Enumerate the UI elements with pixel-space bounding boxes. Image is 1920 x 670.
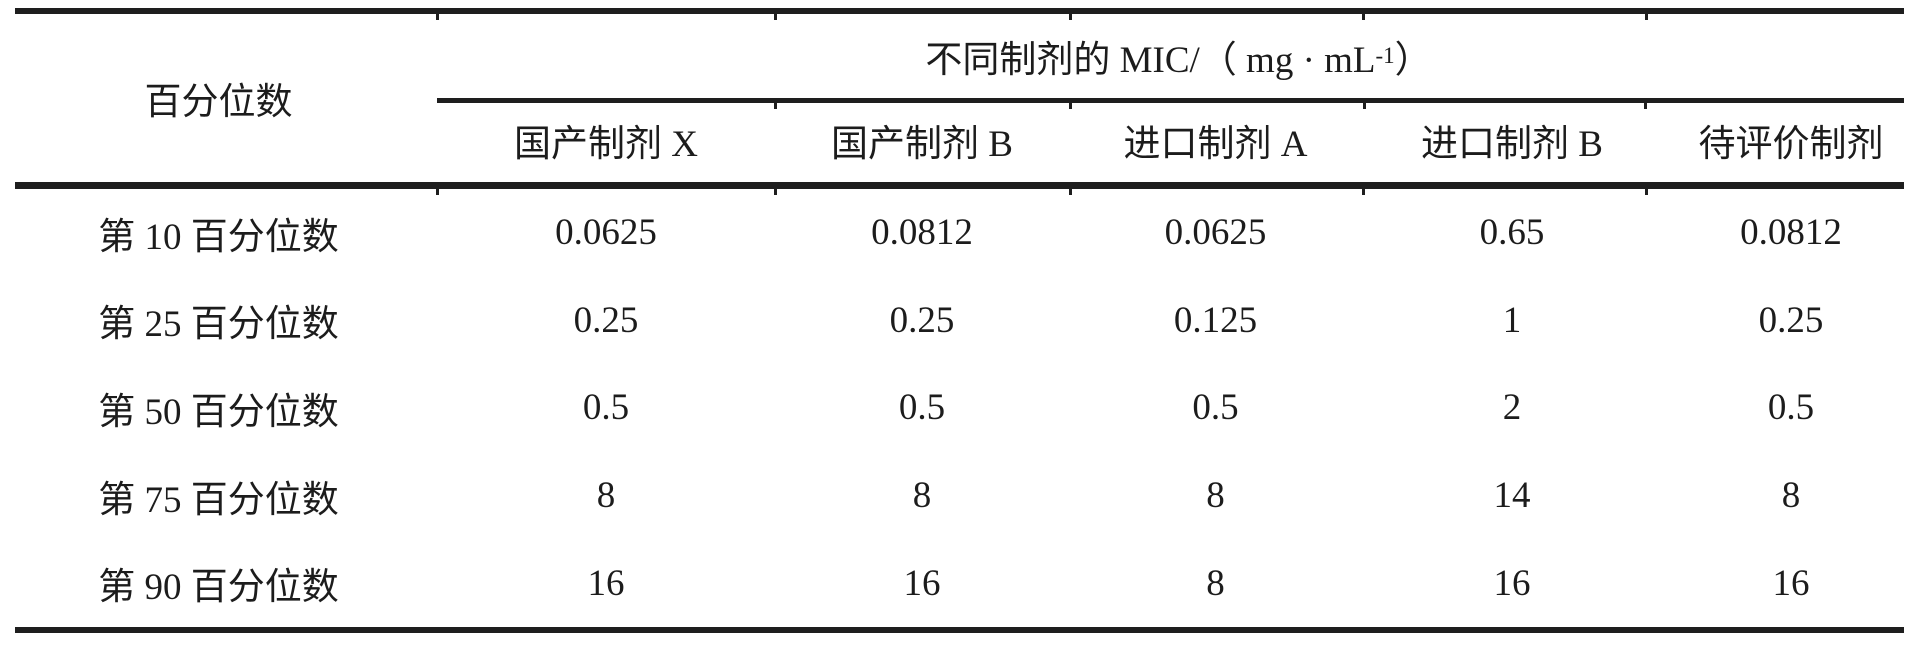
- table-cell: 0.5: [1767, 387, 1815, 429]
- table-cell: 0.0812: [1740, 212, 1842, 254]
- row-label: 第 75 百分位数: [98, 479, 339, 521]
- column-header-domestic-x: 国产制剂 X: [514, 124, 698, 165]
- row-label: 第 50 百分位数: [98, 391, 339, 433]
- table-mid-rule: [15, 182, 1904, 195]
- table-cell: 0.25: [889, 299, 955, 341]
- table-body: 第 10 百分位数 0.0625 0.0812 0.0625 0.65 0.08…: [0, 189, 1920, 627]
- table-cell: 8: [1206, 562, 1225, 604]
- table-cell: 1: [1502, 299, 1522, 341]
- table-cell: 16: [1493, 562, 1531, 604]
- column-header-to-evaluate: 待评价制剂: [1698, 124, 1884, 165]
- table-cell: 0.5: [582, 387, 630, 429]
- table-cell: 0.25: [573, 299, 639, 341]
- table-cell: 8: [1206, 475, 1225, 517]
- table-cell: 0.25: [1758, 299, 1824, 341]
- table-cell: 16: [903, 562, 941, 604]
- row-label: 第 10 百分位数: [98, 216, 339, 258]
- table-cell: 14: [1493, 475, 1531, 517]
- table-cell: 0.0812: [871, 212, 973, 254]
- column-header-imported-a: 进口制剂 A: [1123, 124, 1308, 165]
- table-cell: 0.65: [1479, 212, 1545, 254]
- table-bottom-rule: [15, 627, 1904, 633]
- column-header-domestic-b: 国产制剂 B: [831, 124, 1013, 165]
- table-cell: 8: [596, 475, 616, 517]
- table-cell: 8: [912, 475, 932, 517]
- table-cell: 0.5: [1192, 387, 1239, 429]
- table-cell: 8: [1781, 475, 1801, 517]
- row-label: 第 90 百分位数: [98, 567, 339, 609]
- table-top-rule: [15, 8, 1904, 20]
- group-header-text: 不同制剂的 MIC/（ mg · mL: [925, 40, 1376, 81]
- table-cell: 16: [587, 562, 625, 604]
- group-header-mic: 不同制剂的 MIC/（ mg · mL -1 ）: [437, 14, 1920, 98]
- table-cell: 2: [1502, 387, 1522, 429]
- table-cell: 0.125: [1173, 299, 1258, 341]
- table-subheader-rule: [437, 98, 1904, 109]
- group-header-close: ）: [1394, 40, 1432, 81]
- table-cell: 0.0625: [555, 212, 657, 254]
- table-header: 百分位数 不同制剂的 MIC/（ mg · mL -1 ） 国产制剂 X 国产制剂…: [0, 14, 1920, 182]
- column-header-imported-b: 进口制剂 B: [1421, 124, 1603, 165]
- table-cell: 0.5: [898, 387, 946, 429]
- table-cell: 16: [1772, 562, 1810, 604]
- row-label: 第 25 百分位数: [98, 304, 339, 346]
- table-cell: 0.0625: [1164, 212, 1267, 254]
- corner-header-percentile: 百分位数: [144, 82, 293, 123]
